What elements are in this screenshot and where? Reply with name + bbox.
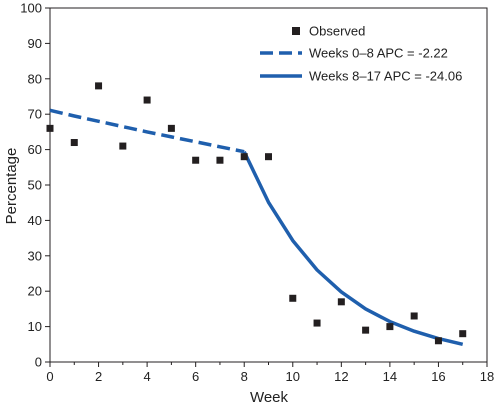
legend-label: Weeks 8–17 APC = -24.06 [309, 69, 462, 84]
legend-label: Observed [309, 24, 365, 39]
legend-marker-observed [292, 27, 300, 35]
x-axis-title: Week [250, 389, 289, 406]
y-tick-label: 20 [28, 284, 42, 299]
legend-label: Weeks 0–8 APC = -2.22 [309, 46, 448, 61]
x-tick-label: 14 [383, 369, 397, 384]
observed-point [265, 153, 272, 161]
y-tick-label: 30 [28, 248, 42, 263]
x-tick-label: 2 [95, 369, 102, 384]
y-tick-label: 40 [28, 213, 42, 228]
x-tick-label: 4 [143, 369, 150, 384]
y-tick-label: 70 [28, 107, 42, 122]
observed-point [434, 337, 442, 345]
x-tick-label: 0 [46, 369, 53, 384]
x-tick-label: 16 [431, 369, 445, 384]
observed-point [410, 312, 418, 320]
observed-point [362, 326, 370, 334]
observed-point [46, 124, 54, 132]
observed-point [216, 156, 224, 164]
observed-point [459, 330, 467, 338]
observed-points [46, 82, 467, 345]
observed-point [240, 153, 248, 161]
y-tick-label: 100 [20, 1, 42, 16]
observed-point [289, 294, 297, 302]
observed-point [386, 323, 394, 331]
x-tick-label: 12 [334, 369, 348, 384]
y-tick-label: 60 [28, 142, 42, 157]
y-tick-label: 10 [28, 319, 42, 334]
plot-frame [49, 7, 488, 363]
y-axis-title: Percentage [3, 148, 20, 225]
x-tick-label: 8 [241, 369, 248, 384]
trend-line-weeks-0-8 [49, 108, 245, 154]
y-axis: 0 10 20 30 40 50 60 70 80 90 100 [20, 1, 50, 370]
observed-point [95, 82, 103, 90]
trend-line-weeks-8-17 [242, 150, 464, 347]
observed-point [70, 139, 78, 147]
y-tick-label: 90 [28, 36, 42, 51]
observed-point [119, 142, 127, 150]
observed-point [167, 124, 175, 132]
observed-point [313, 319, 321, 327]
x-tick-label: 6 [192, 369, 199, 384]
observed-point [143, 96, 151, 104]
y-tick-label: 50 [28, 178, 42, 193]
y-tick-label: 80 [28, 71, 42, 86]
x-tick-label: 18 [480, 369, 494, 384]
observed-point [192, 156, 200, 164]
series-lines [49, 108, 464, 347]
plot-border [49, 7, 488, 363]
observed-point [337, 298, 345, 306]
legend: Observed Weeks 0–8 APC = -2.22 Weeks 8–17 … [260, 24, 462, 84]
y-tick-label: 0 [35, 355, 42, 370]
x-tick-label: 10 [286, 369, 300, 384]
x-axis: 0 2 4 6 8 10 12 14 16 18 [46, 362, 494, 384]
